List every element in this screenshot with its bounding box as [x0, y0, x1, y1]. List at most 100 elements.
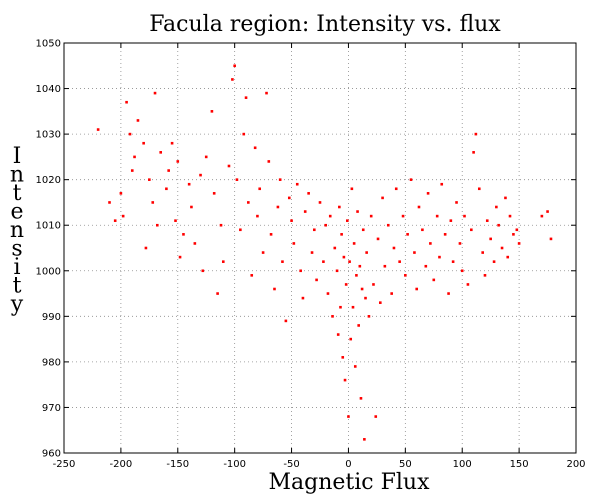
- data-point: [318, 201, 322, 204]
- data-point: [372, 283, 375, 286]
- data-point: [307, 192, 310, 195]
- data-point: [130, 169, 134, 172]
- data-points: [96, 64, 553, 441]
- data-point: [273, 287, 276, 291]
- data-point: [398, 260, 401, 263]
- data-point: [474, 132, 478, 136]
- data-point: [367, 315, 371, 318]
- data-point: [322, 260, 325, 263]
- data-point: [153, 91, 157, 95]
- data-point: [295, 182, 299, 186]
- data-point: [265, 91, 268, 95]
- data-point: [315, 278, 318, 282]
- data-point: [546, 210, 549, 213]
- data-point: [365, 251, 368, 254]
- grid: [64, 43, 576, 453]
- data-point: [201, 269, 205, 273]
- data-point: [497, 223, 500, 227]
- data-point: [374, 415, 378, 418]
- data-point: [406, 233, 409, 236]
- data-point: [219, 223, 223, 227]
- data-point: [287, 196, 291, 200]
- data-point: [483, 274, 487, 277]
- data-point: [151, 201, 155, 204]
- y-axis-title-letter: s: [11, 237, 22, 262]
- data-point: [356, 210, 359, 213]
- data-point: [299, 269, 302, 273]
- data-point: [343, 378, 347, 382]
- data-point: [429, 242, 432, 245]
- data-point: [176, 160, 180, 163]
- data-point: [136, 119, 140, 122]
- data-point: [404, 274, 407, 277]
- data-point: [338, 205, 341, 209]
- data-point: [247, 201, 250, 204]
- data-point: [466, 283, 470, 286]
- x-tick-label: 100: [453, 459, 472, 470]
- y-tick-label: 1040: [36, 84, 61, 95]
- data-point: [210, 110, 214, 113]
- data-point: [231, 78, 234, 81]
- data-point: [515, 228, 519, 232]
- data-point: [244, 96, 248, 99]
- data-point: [360, 287, 364, 291]
- data-point: [193, 242, 197, 245]
- data-point: [148, 178, 151, 181]
- data-point: [432, 278, 436, 282]
- data-point: [481, 251, 485, 254]
- data-point: [477, 187, 481, 191]
- data-point: [303, 210, 307, 213]
- data-point: [353, 365, 357, 368]
- data-point: [167, 169, 170, 172]
- data-point: [253, 146, 257, 150]
- data-point: [458, 242, 462, 245]
- data-point: [421, 228, 424, 232]
- data-point: [492, 260, 496, 263]
- data-point: [409, 178, 413, 181]
- data-point: [342, 255, 346, 259]
- data-point: [269, 233, 273, 236]
- y-tick-label: 990: [42, 312, 61, 323]
- y-axis-title: Intensity: [10, 144, 24, 317]
- data-point: [351, 305, 355, 309]
- y-axis-title-letter: t: [13, 274, 22, 299]
- data-point: [290, 219, 293, 222]
- data-point: [376, 237, 380, 241]
- data-point: [113, 219, 117, 222]
- data-point: [517, 242, 521, 245]
- chart-title: Facula region: Intensity vs. flux: [149, 12, 501, 37]
- data-point: [261, 251, 265, 254]
- data-point: [540, 214, 544, 218]
- data-point: [227, 164, 231, 168]
- data-point: [512, 233, 515, 236]
- data-point: [190, 205, 193, 209]
- data-point: [199, 173, 202, 177]
- data-point: [178, 255, 182, 259]
- data-point: [349, 337, 353, 341]
- data-point: [495, 205, 498, 209]
- data-point: [348, 260, 351, 263]
- data-point: [508, 214, 512, 218]
- data-point: [235, 178, 239, 181]
- data-point: [125, 100, 128, 104]
- x-tick-label: -50: [283, 459, 299, 470]
- data-point: [258, 187, 261, 191]
- data-point: [363, 438, 366, 441]
- data-point: [500, 246, 504, 250]
- data-point: [333, 246, 337, 250]
- data-point: [401, 214, 405, 218]
- data-point: [341, 356, 345, 359]
- data-point: [394, 187, 398, 191]
- data-point: [284, 319, 288, 323]
- data-point: [239, 228, 242, 232]
- data-point: [413, 251, 416, 254]
- data-point: [350, 187, 354, 191]
- data-point: [390, 292, 393, 295]
- data-point: [357, 324, 360, 327]
- data-point: [392, 246, 396, 250]
- data-point: [108, 201, 111, 204]
- y-tick-label: 970: [42, 403, 61, 414]
- data-point: [328, 214, 332, 218]
- data-point: [440, 182, 444, 186]
- data-point: [276, 205, 280, 209]
